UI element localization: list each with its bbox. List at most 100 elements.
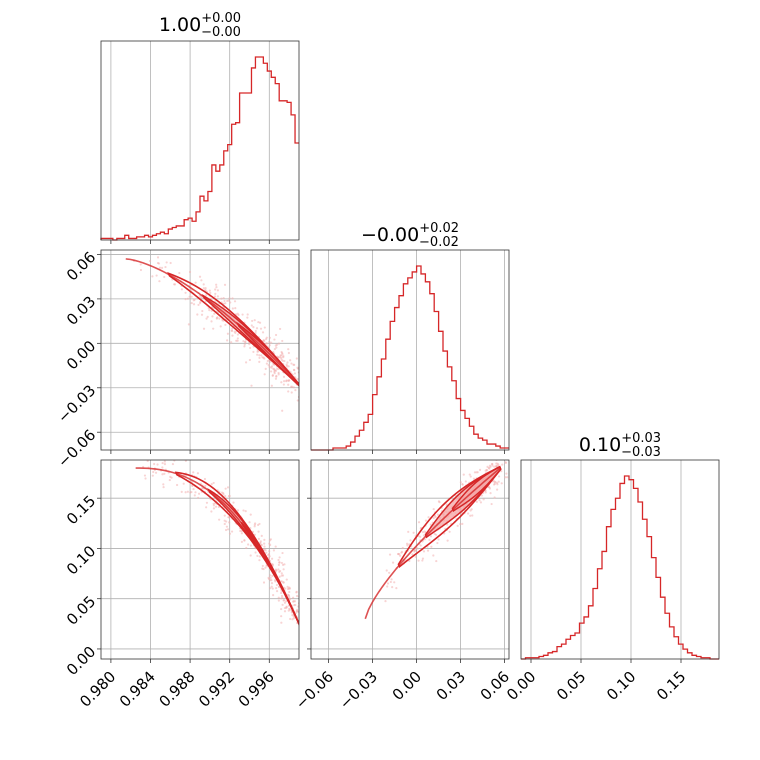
scatter-point <box>163 463 167 466</box>
scatter-point <box>307 399 309 401</box>
scatter-point <box>417 559 420 562</box>
scatter-point <box>262 581 266 584</box>
scatter-point <box>232 501 235 504</box>
scatter-point <box>386 585 389 588</box>
scatter-point <box>497 450 499 452</box>
scatter-point <box>411 553 414 556</box>
scatter-point <box>490 502 493 506</box>
scatter-point <box>186 490 189 493</box>
scatter-point <box>173 283 177 286</box>
scatter-point <box>296 366 299 369</box>
scatter-point <box>261 331 265 334</box>
scatter-point <box>239 529 242 533</box>
scatter-point <box>230 530 234 533</box>
scatter-point <box>233 330 236 333</box>
scatter-point <box>275 589 279 593</box>
scatter-point <box>281 353 284 356</box>
x-tick-label-param2: 0.00 <box>503 668 539 704</box>
scatter-point <box>192 303 196 306</box>
scatter-point <box>269 587 272 590</box>
scatter-point <box>251 319 254 323</box>
scatter-point <box>280 381 283 384</box>
y-tick-label-param1: −0.06 <box>54 426 99 471</box>
scatter-point <box>220 491 224 494</box>
scatter-point <box>299 610 301 612</box>
y-tick-label-param2: 0.10 <box>63 542 99 578</box>
scatter-point <box>292 600 295 603</box>
scatter-point <box>224 302 227 305</box>
scatter-point <box>253 319 256 322</box>
scatter-point <box>226 486 230 489</box>
scatter-point <box>413 550 416 553</box>
scatter-point <box>469 514 472 517</box>
scatter-point <box>273 370 276 374</box>
scatter-point <box>271 587 274 590</box>
scatter-point <box>171 462 175 466</box>
scatter-point <box>280 621 283 624</box>
scatter-point <box>388 571 391 574</box>
scatter-point <box>265 342 268 345</box>
scatter-point <box>230 341 233 344</box>
scatter-point <box>152 470 155 474</box>
scatter-point <box>188 295 191 298</box>
scatter-point <box>429 535 433 538</box>
x-tick-label-param1: −0.03 <box>336 668 381 713</box>
scatter-point <box>184 297 187 301</box>
scatter-point <box>293 600 297 603</box>
scatter-point <box>281 563 285 566</box>
scatter-point <box>290 391 293 394</box>
scatter-point <box>401 546 404 550</box>
panel-frame-r2c2 <box>520 459 720 660</box>
scatter-point <box>154 471 158 474</box>
panel-frame-r0c0 <box>100 40 300 241</box>
scatter-point <box>198 275 202 278</box>
scatter-point <box>412 531 415 534</box>
scatter-point <box>307 379 309 381</box>
scatter-point <box>221 319 224 322</box>
scatter-point <box>228 532 232 535</box>
scatter-point <box>292 386 295 389</box>
scatter-point <box>269 543 272 547</box>
scatter-point <box>268 555 271 558</box>
scatter-point <box>500 470 503 473</box>
title-param1-minus: −0.02 <box>419 235 459 250</box>
scatter-point <box>427 516 430 519</box>
scatter-point <box>205 506 208 509</box>
scatter-point <box>270 557 274 560</box>
scatter-point <box>158 280 161 283</box>
scatter-point <box>264 566 267 569</box>
scatter-point <box>272 594 275 597</box>
scatter-point <box>408 543 411 546</box>
scatter-point <box>287 351 290 355</box>
contour-mid <box>201 293 299 387</box>
scatter-point <box>391 586 394 589</box>
scatter-point <box>175 483 179 487</box>
x-tick-label-param0: 0.992 <box>195 668 238 711</box>
scatter-point <box>196 472 200 475</box>
scatter-point <box>156 256 160 259</box>
scatter-point <box>456 524 459 527</box>
scatter-point <box>220 297 223 300</box>
scatter-point <box>271 374 274 377</box>
scatter-point <box>495 452 497 454</box>
scatter-point <box>263 326 266 329</box>
scatter-point <box>213 312 216 315</box>
scatter-point <box>391 561 395 564</box>
scatter-point <box>280 572 283 575</box>
pair-content-r1c0 <box>125 245 309 412</box>
scatter-point <box>231 327 234 330</box>
scatter-point <box>143 474 147 477</box>
scatter-point <box>253 523 256 526</box>
scatter-point <box>215 283 218 286</box>
x-tick-label-param0: 0.988 <box>155 668 198 711</box>
x-tick-label-param1: 0.03 <box>433 668 469 704</box>
scatter-point <box>138 245 140 247</box>
scatter-point <box>281 339 284 343</box>
scatter-point <box>188 270 192 274</box>
scatter-point <box>287 594 290 597</box>
scatter-point <box>210 510 213 513</box>
scatter-point <box>286 585 289 588</box>
scatter-point <box>210 320 213 323</box>
scatter-point <box>436 541 439 545</box>
